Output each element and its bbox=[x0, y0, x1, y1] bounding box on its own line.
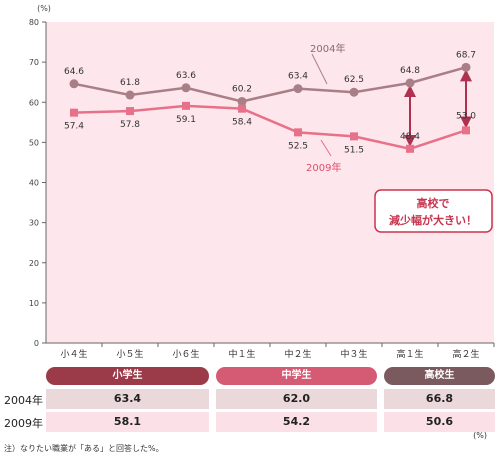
data-point-2004 bbox=[125, 90, 135, 100]
legend-2004: 2004年 bbox=[310, 42, 345, 85]
legend-label-2009: 2009年 bbox=[306, 161, 341, 174]
annotation-line-1: 高校で bbox=[417, 196, 450, 210]
y-tick-label: 10 bbox=[29, 299, 39, 308]
value-label: 64.6 bbox=[64, 67, 84, 77]
annotation-line-2: 減少幅が大きい！ bbox=[389, 213, 477, 227]
data-point-2009 bbox=[70, 108, 78, 117]
value-label: 52.5 bbox=[288, 141, 308, 151]
data-point-2004 bbox=[237, 96, 247, 106]
data-point-2004 bbox=[293, 84, 303, 94]
table-unit: (%) bbox=[473, 431, 487, 440]
table-row-2004: 2004年 63.4 62.0 66.8 bbox=[0, 388, 499, 410]
series-line-2004年 bbox=[73, 66, 467, 103]
value-label: 58.4 bbox=[232, 118, 252, 128]
y-tick-label: 0 bbox=[34, 339, 39, 348]
value-label: 51.5 bbox=[344, 145, 364, 155]
data-point-2004 bbox=[405, 78, 415, 88]
data-point-2009 bbox=[238, 104, 246, 113]
y-tick-label: 50 bbox=[29, 138, 39, 147]
data-point-2009 bbox=[294, 128, 302, 137]
value-label: 63.6 bbox=[176, 71, 196, 81]
value-label: 64.8 bbox=[400, 66, 420, 76]
data-point-2004 bbox=[181, 83, 191, 93]
value-label: 48.4 bbox=[400, 132, 420, 142]
data-point-2004 bbox=[349, 87, 359, 97]
value-label: 57.4 bbox=[64, 122, 84, 132]
y-tick-label: 20 bbox=[29, 259, 39, 268]
y-tick-label: 80 bbox=[29, 18, 39, 27]
table-cell: 63.4 bbox=[46, 389, 209, 409]
x-tick-label: 高２生 bbox=[452, 348, 479, 360]
value-label: 60.2 bbox=[232, 84, 252, 94]
line-chart: 0 10 20 30 40 50 60 70 80 小４生 小５生 小６生 中１生 中２生 中３生 高１生 高… bbox=[29, 4, 495, 360]
table-cell: 62.0 bbox=[216, 389, 377, 409]
data-point-2009 bbox=[126, 107, 134, 116]
y-unit-label: (%) bbox=[37, 4, 51, 13]
value-label: 62.5 bbox=[344, 75, 364, 85]
x-tick-label: 中２生 bbox=[284, 348, 311, 360]
row-label: 2004年 bbox=[4, 394, 43, 407]
x-tick-label: 小６生 bbox=[172, 348, 199, 360]
plot-background bbox=[46, 22, 494, 343]
y-tick-label: 60 bbox=[29, 98, 39, 107]
table-row-2009: 2009年 58.1 54.2 50.6 bbox=[0, 411, 499, 433]
band-junior-high: 中学生 bbox=[216, 367, 377, 385]
y-tick-label: 70 bbox=[29, 58, 39, 67]
data-point-2009 bbox=[182, 101, 190, 110]
table-cell: 58.1 bbox=[46, 412, 209, 432]
value-label: 63.4 bbox=[288, 72, 308, 82]
y-tick-label: 30 bbox=[29, 219, 39, 228]
value-label: 57.8 bbox=[120, 120, 140, 130]
table-cell: 54.2 bbox=[216, 412, 377, 432]
band-elementary: 小学生 bbox=[46, 367, 209, 385]
data-point-2004 bbox=[69, 79, 79, 89]
band-high-school: 高校生 bbox=[384, 367, 495, 385]
row-label: 2009年 bbox=[4, 417, 43, 430]
data-point-2009 bbox=[350, 132, 358, 141]
legend-label-2004: 2004年 bbox=[310, 42, 345, 55]
x-tick-label: 小４生 bbox=[60, 348, 87, 360]
series-line-2009年 bbox=[73, 104, 467, 151]
value-label: 68.7 bbox=[456, 50, 476, 60]
value-label: 53.0 bbox=[456, 111, 476, 121]
x-tick-label: 中１生 bbox=[228, 348, 255, 360]
value-label: 61.8 bbox=[120, 78, 140, 88]
legend-2009: 2009年 bbox=[306, 139, 341, 174]
x-tick-label: 高１生 bbox=[396, 348, 423, 360]
data-point-2004 bbox=[461, 62, 471, 72]
data-point-2009 bbox=[406, 144, 414, 153]
value-label: 59.1 bbox=[176, 115, 196, 125]
x-tick-label: 中３生 bbox=[340, 348, 367, 360]
x-tick-label: 小５生 bbox=[116, 348, 143, 360]
data-point-2009 bbox=[462, 126, 470, 135]
table-cell: 66.8 bbox=[384, 389, 495, 409]
footnote: 注）なりたい職業が「ある」と回答した%。 bbox=[4, 444, 164, 453]
y-tick-label: 40 bbox=[29, 179, 39, 188]
table-cell: 50.6 bbox=[384, 412, 495, 432]
annotation-callout: 高校で 減少幅が大きい！ bbox=[374, 189, 493, 233]
